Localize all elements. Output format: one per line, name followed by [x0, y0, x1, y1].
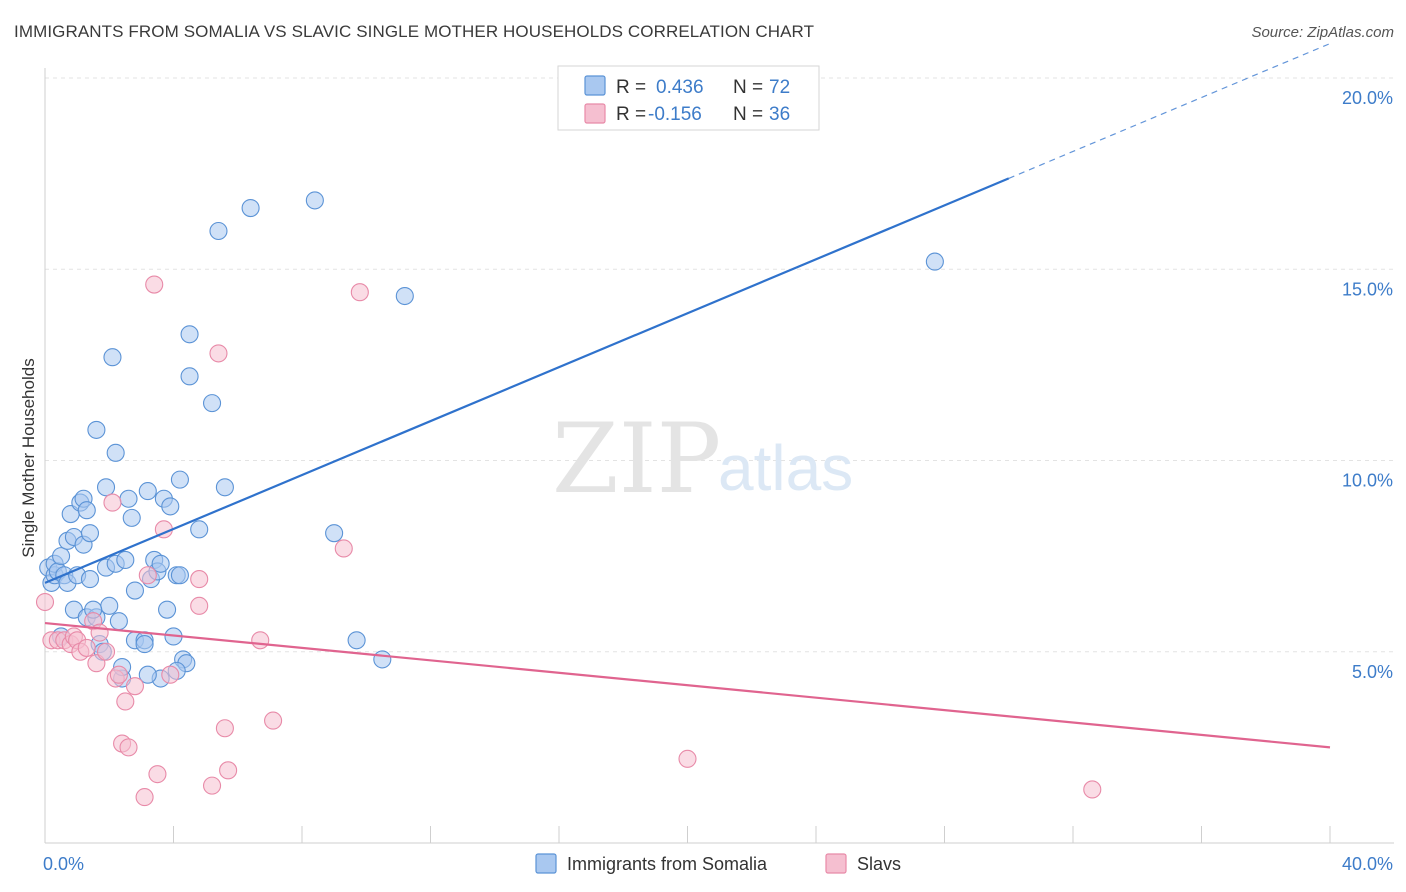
- chart-title: IMMIGRANTS FROM SOMALIA VS SLAVIC SINGLE…: [14, 22, 815, 41]
- somalia-point: [373, 650, 392, 669]
- somalia-point: [106, 443, 125, 462]
- slavs-point: [145, 275, 164, 294]
- slavs-point: [190, 596, 209, 615]
- somalia-point: [203, 394, 222, 413]
- slavs-point: [77, 638, 96, 657]
- legend-swatch-slavs: [584, 103, 606, 124]
- trend-lines: [44, 43, 1331, 749]
- series-legend-swatch-slavs: [825, 853, 847, 874]
- slavs-point: [190, 570, 209, 589]
- slavs-point: [96, 642, 116, 661]
- legend-r-label-somalia: R =: [616, 77, 646, 98]
- legend-r-value-somalia: 0.436: [656, 77, 704, 98]
- legend-n-label-slavs: N =: [733, 104, 763, 125]
- slavs-point: [678, 749, 697, 768]
- y-tick-label: 10.0%: [1342, 471, 1393, 491]
- somalia-point: [96, 478, 116, 497]
- somalia-point: [305, 191, 324, 210]
- slavs-points: [35, 275, 1102, 807]
- legend-r-label-slavs: R =: [616, 104, 646, 125]
- slavs-point: [334, 539, 353, 558]
- legend-n-value-somalia: 72: [769, 77, 790, 98]
- slavs-point: [116, 692, 135, 711]
- somalia-point: [138, 665, 157, 684]
- legend-n-label-somalia: N =: [733, 77, 763, 98]
- watermark-atlas: atlas: [718, 432, 853, 504]
- slavs-point: [138, 566, 157, 585]
- somalia-trend-extension: [1008, 43, 1331, 179]
- axes: 5.0% 10.0% 15.0% 20.0% 0.0% 40.0%: [43, 68, 1394, 874]
- legend-r-value-slavs: -0.156: [648, 104, 702, 125]
- somalia-point: [209, 221, 228, 241]
- slavs-point: [219, 761, 238, 780]
- slavs-point: [35, 592, 55, 612]
- y-axis-label: Single Mother Households: [19, 358, 38, 557]
- series-legend-swatch-somalia: [535, 853, 557, 874]
- somalia-point: [135, 635, 154, 654]
- x-tick-label: 0.0%: [43, 854, 84, 874]
- somalia-point: [241, 199, 260, 218]
- series-legend-label-slavs: Slavs: [857, 854, 901, 874]
- somalia-point: [122, 508, 141, 527]
- somalia-point: [395, 286, 414, 306]
- somalia-point: [77, 501, 96, 520]
- legend-n-value-slavs: 36: [769, 104, 790, 125]
- somalia-point: [116, 550, 135, 570]
- slavs-point: [1083, 780, 1102, 799]
- somalia-point: [52, 547, 71, 566]
- somalia-point: [80, 570, 100, 589]
- somalia-point: [87, 420, 106, 439]
- slavs-point: [251, 631, 270, 650]
- somalia-point: [158, 600, 177, 619]
- somalia-point: [347, 631, 366, 650]
- series-legend: Immigrants from Somalia Slavs: [535, 853, 901, 874]
- legend-swatch-somalia: [584, 75, 606, 96]
- somalia-trend-line: [44, 177, 1010, 584]
- somalia-points: [39, 191, 944, 688]
- somalia-point: [119, 489, 138, 508]
- somalia-point: [103, 348, 122, 367]
- y-tick-label: 5.0%: [1352, 662, 1393, 682]
- slavs-point: [350, 283, 369, 302]
- somalia-point: [161, 497, 180, 516]
- somalia-point: [80, 524, 100, 543]
- watermark: ZIP atlas: [552, 403, 853, 515]
- series-legend-label-somalia: Immigrants from Somalia: [567, 854, 768, 874]
- slavs-point: [103, 493, 122, 512]
- somalia-point: [190, 520, 209, 539]
- slavs-point: [148, 765, 167, 784]
- slavs-point: [264, 711, 283, 730]
- somalia-point: [170, 566, 189, 585]
- somalia-point: [925, 252, 944, 271]
- somalia-point: [180, 367, 199, 386]
- slavs-point: [209, 344, 228, 363]
- somalia-point: [215, 478, 234, 497]
- somalia-point: [151, 554, 170, 573]
- watermark-zip: ZIP: [552, 403, 721, 515]
- somalia-point: [125, 581, 144, 600]
- stats-legend: R = 0.436 N = 72 R = -0.156 N = 36: [557, 65, 820, 131]
- slavs-point: [109, 665, 128, 684]
- somalia-point: [138, 482, 157, 501]
- slavs-point: [215, 719, 234, 738]
- somalia-point: [180, 325, 199, 344]
- slavs-point: [119, 738, 138, 757]
- slavs-point: [161, 665, 180, 684]
- source-credit: Source: ZipAtlas.com: [1251, 24, 1394, 41]
- y-tick-label: 15.0%: [1342, 279, 1393, 299]
- slavs-trend-line: [44, 621, 1331, 749]
- somalia-point: [170, 470, 189, 489]
- x-tick-label: 40.0%: [1342, 854, 1393, 874]
- somalia-point: [325, 524, 344, 543]
- y-tick-label: 20.0%: [1342, 88, 1393, 108]
- somalia-point: [109, 612, 128, 631]
- slavs-point: [125, 677, 144, 696]
- slavs-point: [203, 776, 222, 795]
- gridlines: [45, 77, 1394, 653]
- slavs-point: [135, 788, 154, 807]
- somalia-point: [100, 596, 119, 615]
